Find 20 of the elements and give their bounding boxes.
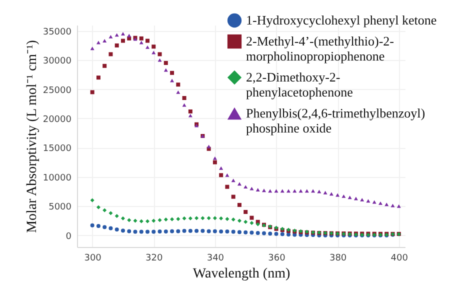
y-tick-label: 15000 bbox=[42, 144, 72, 154]
legend-label: 2,2-Dimethoxy-2-phenylacetophenone bbox=[246, 70, 354, 100]
x-tick-label: 380 bbox=[329, 254, 347, 264]
x-axis-title: Wavelength (nm) bbox=[192, 266, 290, 282]
legend-label: Phenylbis(2,4,6-trimethylbenzoyl) phosphine oxide bbox=[246, 106, 426, 136]
y-tick-label: 30000 bbox=[42, 56, 72, 67]
y-tick-label: 25000 bbox=[42, 86, 72, 96]
y-tick-label: 10000 bbox=[42, 173, 72, 184]
x-tick-label: 340 bbox=[206, 254, 224, 264]
y-tick-label: 5000 bbox=[48, 202, 72, 213]
x-tick-label: 320 bbox=[146, 254, 163, 264]
y-axis-title: Molar Absorptivity (L mol⁻¹ cm⁻¹) bbox=[24, 40, 40, 233]
x-tick-label: 400 bbox=[390, 254, 408, 264]
y-tick-label: 35000 bbox=[42, 27, 72, 38]
y-tick-label: 0 bbox=[66, 232, 72, 242]
x-tick-label: 300 bbox=[84, 254, 102, 264]
x-tick-label: 360 bbox=[268, 254, 286, 264]
y-tick-label: 20000 bbox=[42, 114, 72, 125]
legend-label: 1-Hydroxycyclohexyl phenyl ketone bbox=[246, 12, 437, 28]
legend-label: 2-Methyl-4’-(methylthio)-2-morpholinopropiophenone bbox=[246, 34, 394, 64]
